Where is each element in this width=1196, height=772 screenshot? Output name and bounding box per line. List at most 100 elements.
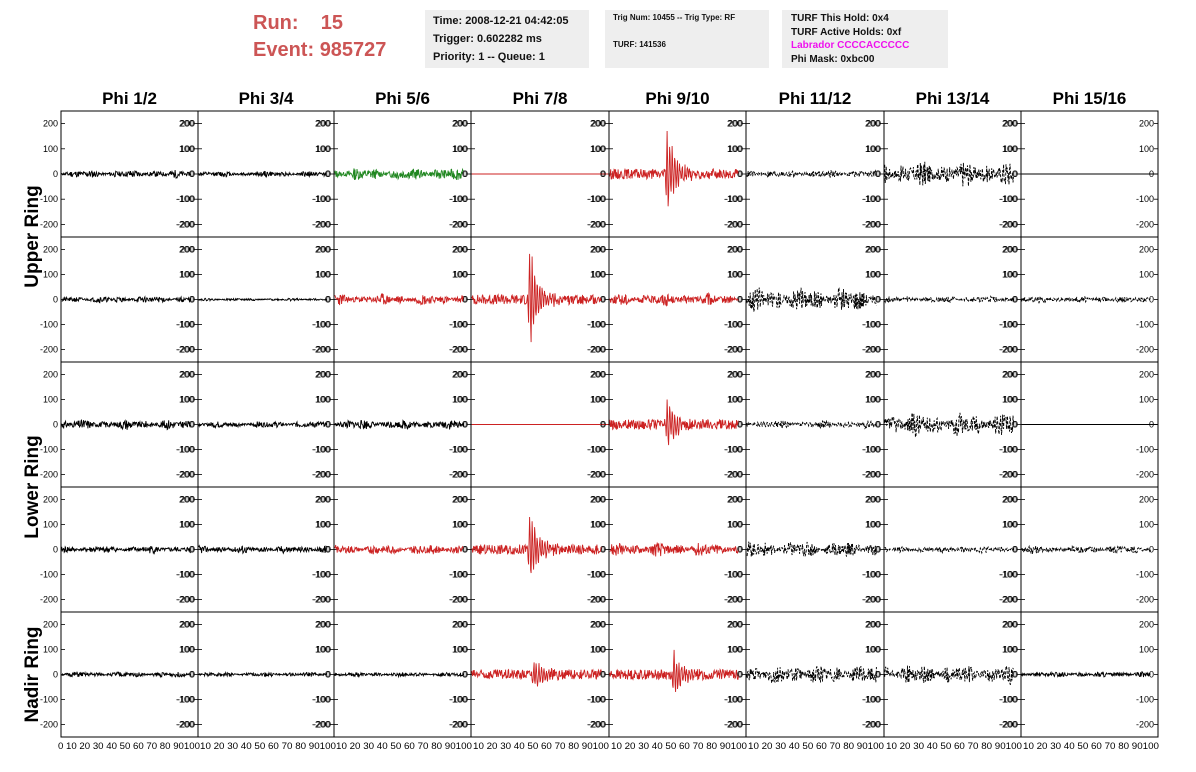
- y-tick-label-right: -200: [449, 595, 467, 605]
- y-tick-label-left: 100: [453, 520, 468, 530]
- y-tick-label-right: -200: [862, 595, 880, 605]
- y-tick-label-left: 100: [866, 144, 881, 154]
- y-tick-label-left: 200: [43, 370, 58, 380]
- y-tick-label-right: 0: [600, 670, 605, 680]
- y-tick-label-right: 200: [1002, 495, 1017, 505]
- y-tick-label-left: 200: [180, 620, 195, 630]
- y-tick-label-left: -100: [588, 320, 606, 330]
- y-tick-label-left: 200: [453, 119, 468, 129]
- y-tick-label-right: -200: [176, 470, 194, 480]
- waveform-line: [61, 545, 191, 555]
- y-tick-label-right: 100: [1139, 645, 1154, 655]
- y-tick-label-left: 100: [180, 270, 195, 280]
- y-tick-label-right: -100: [176, 194, 194, 204]
- y-tick-label-right: 100: [1002, 645, 1017, 655]
- y-tick-label-right: 100: [179, 520, 194, 530]
- y-tick-label-right: -200: [862, 720, 880, 730]
- y-tick-label-right: 100: [1139, 520, 1154, 530]
- y-tick-label-right: 0: [737, 545, 742, 555]
- y-tick-label-right: -200: [449, 345, 467, 355]
- y-tick-label-right: 200: [590, 620, 605, 630]
- y-tick-label-right: -200: [724, 470, 742, 480]
- y-tick-label-left: 0: [190, 420, 195, 430]
- y-tick-label-left: 0: [876, 545, 881, 555]
- y-tick-label-right: 200: [865, 370, 880, 380]
- y-tick-label-right: 0: [462, 545, 467, 555]
- y-tick-label-right: -100: [176, 570, 194, 580]
- waveform-line: [198, 297, 327, 302]
- y-tick-label-left: 100: [591, 645, 606, 655]
- y-tick-label-left: -100: [177, 445, 195, 455]
- y-tick-label-right: -100: [312, 320, 330, 330]
- y-tick-label-left: -200: [313, 595, 331, 605]
- y-tick-label-right: -200: [587, 219, 605, 229]
- y-tick-label-left: -100: [1000, 445, 1018, 455]
- y-tick-label-left: 200: [43, 119, 58, 129]
- y-tick-label-right: 0: [600, 545, 605, 555]
- y-tick-label-right: 0: [1012, 545, 1017, 555]
- y-tick-label-left: 0: [463, 295, 468, 305]
- y-tick-label-right: -200: [312, 595, 330, 605]
- trig-num-text: Trig Num: 10455 -- Trig Type: RF: [613, 13, 736, 22]
- y-tick-label-right: 0: [1149, 545, 1154, 555]
- y-tick-label-right: -100: [449, 570, 467, 580]
- y-tick-label-right: -100: [1136, 695, 1154, 705]
- waveform-line: [334, 293, 464, 306]
- y-tick-label-left: -100: [863, 695, 881, 705]
- y-tick-label-left: 0: [876, 169, 881, 179]
- phi-mask-text: Phi Mask: 0xbc00: [791, 53, 875, 65]
- y-tick-label-right: -100: [587, 570, 605, 580]
- column-title: Phi 13/14: [916, 89, 990, 108]
- y-tick-label-left: -100: [177, 695, 195, 705]
- y-tick-label-left: 100: [453, 144, 468, 154]
- y-tick-label-right: -200: [1136, 219, 1154, 229]
- y-tick-label-left: 0: [601, 295, 606, 305]
- y-tick-label-left: 100: [180, 144, 195, 154]
- y-tick-label-left: 100: [43, 645, 58, 655]
- y-tick-label-left: 100: [316, 270, 331, 280]
- y-tick-label-left: -200: [177, 345, 195, 355]
- y-tick-label-right: -200: [724, 345, 742, 355]
- waveform-line: [1021, 295, 1151, 304]
- y-tick-label-right: 200: [452, 620, 467, 630]
- y-tick-label-right: -200: [724, 219, 742, 229]
- y-tick-label-right: 200: [1139, 245, 1154, 255]
- y-tick-label-left: 0: [601, 670, 606, 680]
- y-tick-label-left: -200: [1000, 345, 1018, 355]
- y-tick-label-left: -100: [725, 695, 743, 705]
- y-tick-label-right: -100: [312, 570, 330, 580]
- y-tick-label-right: 100: [590, 395, 605, 405]
- y-tick-label-left: 100: [1003, 144, 1018, 154]
- y-tick-label-right: 200: [179, 119, 194, 129]
- y-tick-label-right: 0: [875, 295, 880, 305]
- y-tick-label-left: 0: [326, 670, 331, 680]
- y-tick-label-right: 200: [315, 119, 330, 129]
- y-tick-label-left: 200: [453, 495, 468, 505]
- y-tick-label-left: 100: [591, 520, 606, 530]
- y-tick-label-left: 0: [53, 670, 58, 680]
- y-tick-label-left: -100: [863, 194, 881, 204]
- x-axis-tick-labels: 10 20 30 40 50 60 70 80 90100: [748, 741, 884, 752]
- y-tick-label-right: -100: [449, 194, 467, 204]
- y-tick-label-right: -100: [312, 695, 330, 705]
- y-tick-label-left: -100: [863, 570, 881, 580]
- y-tick-label-right: -200: [862, 345, 880, 355]
- column-title: Phi 9/10: [645, 89, 709, 108]
- y-tick-label-right: 0: [325, 420, 330, 430]
- y-tick-label-left: 100: [43, 270, 58, 280]
- y-tick-label-left: -100: [177, 194, 195, 204]
- y-tick-label-right: -200: [176, 595, 194, 605]
- y-tick-label-left: 200: [316, 370, 331, 380]
- y-tick-label-right: 200: [865, 119, 880, 129]
- y-tick-label-right: -200: [724, 595, 742, 605]
- y-tick-label-right: 0: [1012, 420, 1017, 430]
- y-tick-label-right: -100: [724, 320, 742, 330]
